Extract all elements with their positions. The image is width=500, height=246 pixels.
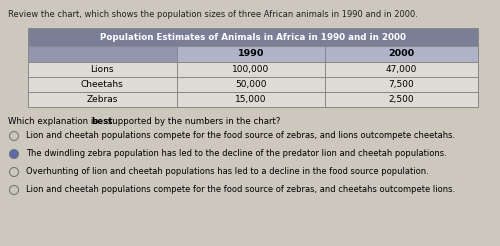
Text: Population Estimates of Animals in Africa in 1990 and in 2000: Population Estimates of Animals in Afric…	[100, 32, 406, 42]
Text: Lion and cheetah populations compete for the food source of zebras, and lions ou: Lion and cheetah populations compete for…	[26, 132, 455, 140]
Bar	[28, 28, 478, 46]
Text: 2,500: 2,500	[388, 95, 414, 104]
Text: Overhunting of lion and cheetah populations has led to a decline in the food sou: Overhunting of lion and cheetah populati…	[26, 168, 429, 176]
Bar	[28, 77, 176, 92]
Text: Zebras: Zebras	[86, 95, 118, 104]
Circle shape	[10, 185, 18, 195]
Text: Lion and cheetah populations compete for the food source of zebras, and cheetahs: Lion and cheetah populations compete for…	[26, 185, 455, 195]
Circle shape	[10, 150, 18, 158]
Text: Which explanation is: Which explanation is	[8, 117, 100, 126]
Circle shape	[10, 132, 18, 140]
Text: Lions: Lions	[90, 65, 114, 74]
Bar	[325, 62, 478, 77]
Text: supported by the numbers in the chart?: supported by the numbers in the chart?	[105, 117, 281, 126]
Bar	[325, 92, 478, 107]
Bar	[176, 92, 325, 107]
Text: The dwindling zebra population has led to the decline of the predator lion and c: The dwindling zebra population has led t…	[26, 150, 447, 158]
Text: 7,500: 7,500	[388, 80, 414, 89]
Text: Review the chart, which shows the population sizes of three African animals in 1: Review the chart, which shows the popula…	[8, 10, 418, 19]
Bar	[176, 46, 325, 62]
Bar	[28, 62, 176, 77]
Bar	[325, 46, 478, 62]
Bar	[325, 77, 478, 92]
Text: 50,000: 50,000	[235, 80, 266, 89]
Text: best: best	[91, 117, 112, 126]
Text: 47,000: 47,000	[386, 65, 417, 74]
Bar	[176, 62, 325, 77]
Bar	[28, 92, 176, 107]
Circle shape	[10, 168, 18, 176]
Text: 100,000: 100,000	[232, 65, 270, 74]
Text: 15,000: 15,000	[235, 95, 266, 104]
Bar	[176, 77, 325, 92]
Text: 1990: 1990	[238, 49, 264, 59]
Text: 2000: 2000	[388, 49, 414, 59]
Text: Cheetahs: Cheetahs	[81, 80, 124, 89]
Bar	[28, 46, 176, 62]
